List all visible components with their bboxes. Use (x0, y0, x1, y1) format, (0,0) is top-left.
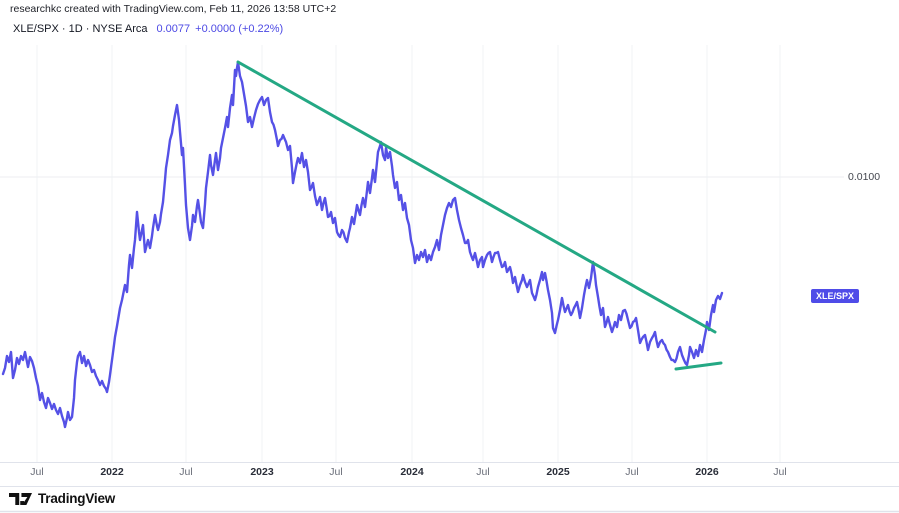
trendline-descending-resistance[interactable] (236, 60, 717, 334)
time-axis-label: 2022 (100, 466, 124, 478)
tradingview-logo-text: TradingView (38, 491, 116, 506)
time-axis-label: Jul (625, 466, 639, 478)
time-axis-label: 2026 (695, 466, 719, 478)
time-axis-label: Jul (773, 466, 787, 478)
tradingview-logo[interactable]: TradingView (9, 491, 115, 506)
symbol-legend[interactable]: XLE/SPX · 1D · NYSE Arca 0.0077 +0.0000 (+… (13, 23, 283, 35)
time-axis-label: Jul (476, 466, 490, 478)
time-axis-label: 2024 (400, 466, 424, 478)
series-price-badge[interactable]: XLE/SPX (811, 289, 860, 303)
symbol-summary: XLE/SPX · 1D · NYSE Arca (13, 23, 148, 35)
time-axis-label: Jul (30, 466, 44, 478)
time-axis-label: Jul (329, 466, 343, 478)
price-change: +0.0000 (+0.22%) (195, 23, 284, 35)
last-price: 0.0077 (156, 23, 191, 35)
tradingview-logo-icon (9, 492, 32, 505)
time-axis-label: 2023 (250, 466, 274, 478)
time-axis-label: Jul (179, 466, 193, 478)
attribution-text: researchkc created with TradingView.com,… (10, 3, 337, 15)
time-axis-label: 2025 (546, 466, 570, 478)
trendline-minor-support[interactable] (674, 361, 723, 371)
price-line-series[interactable] (1, 60, 724, 429)
price-grid-label: 0.0100 (848, 171, 881, 183)
